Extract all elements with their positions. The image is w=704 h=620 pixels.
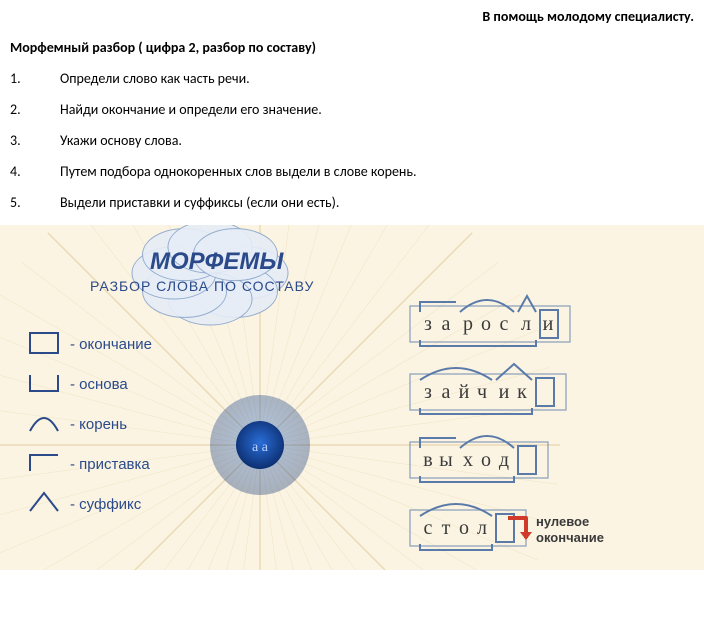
step-number: 2.: [10, 101, 60, 118]
example-letter: в: [423, 449, 434, 471]
legend: - окончание - основа - корень - приставка - …: [30, 333, 152, 513]
example-letter: й: [459, 381, 472, 403]
infographic-title: МОРФЕМЫ: [150, 248, 284, 275]
zero-ending-label2: окончание: [536, 530, 604, 545]
infographic-subtitle: РАЗБОР СЛОВА ПО СОСТАВУ: [90, 278, 314, 294]
stem-bracket: [420, 340, 536, 346]
page-subheader: Морфемный разбор ( цифра 2, разбор по со…: [10, 39, 694, 56]
list-item: 1. Определи слово как часть речи.: [10, 70, 694, 87]
example-letter: о: [481, 449, 493, 471]
page-header: В помощь молодому специалисту.: [10, 8, 694, 25]
example-letter: т: [442, 517, 453, 539]
list-item: 3. Укажи основу слова.: [10, 132, 694, 149]
legend-item: - приставка: [30, 455, 150, 473]
infographic: МОРФЕМЫ РАЗБОР СЛОВА ПО СОСТАВУ а а - ок…: [0, 225, 704, 570]
list-item: 5. Выдели приставки и суффиксы (если они…: [10, 194, 694, 211]
stem-bracket: [420, 544, 492, 550]
example-letter: ы: [439, 449, 454, 471]
zero-ending-label: нулевое: [536, 514, 589, 529]
example-letter: а: [442, 313, 453, 335]
legend-item: - корень: [30, 416, 127, 433]
legend-label: - основа: [70, 376, 128, 393]
example-letter: ч: [477, 381, 489, 403]
example-letter: з: [424, 313, 434, 335]
stem-bracket: [420, 476, 514, 482]
example-letter: р: [463, 313, 475, 335]
example-letter: з: [424, 381, 434, 403]
example-letter: к: [517, 381, 529, 403]
step-text: Укажи основу слова.: [60, 132, 694, 149]
legend-item: - основа: [30, 375, 128, 393]
example-letter: с: [424, 517, 435, 539]
list-item: 4. Путем подбора однокоренных слов выдел…: [10, 163, 694, 180]
legend-item: - окончание: [30, 333, 152, 353]
example-letter: д: [499, 449, 511, 471]
step-number: 4.: [10, 163, 60, 180]
example-letter: о: [481, 313, 493, 335]
legend-label: - окончание: [70, 336, 152, 353]
step-text: Путем подбора однокоренных слов выдели в…: [60, 163, 694, 180]
example-letter: а: [442, 381, 453, 403]
legend-label: - суффикс: [70, 496, 142, 513]
step-number: 5.: [10, 194, 60, 211]
example-letter: л: [477, 517, 489, 539]
center-letters: а а: [252, 440, 269, 455]
legend-label: - корень: [70, 416, 127, 433]
example-letter: л: [521, 313, 533, 335]
step-text: Выдели приставки и суффиксы (если они ес…: [60, 194, 694, 211]
infographic-svg: МОРФЕМЫ РАЗБОР СЛОВА ПО СОСТАВУ а а - ок…: [0, 225, 704, 570]
example-letter: и: [543, 313, 556, 335]
step-text: Найди окончание и определи его значение.: [60, 101, 694, 118]
example-letter: и: [499, 381, 512, 403]
flower-petals: [132, 225, 288, 325]
example-letter: х: [463, 449, 475, 471]
step-number: 3.: [10, 132, 60, 149]
example-letter: о: [459, 517, 471, 539]
stem-bracket: [420, 408, 532, 414]
legend-label: - приставка: [70, 456, 150, 473]
step-text: Определи слово как часть речи.: [60, 70, 694, 87]
examples: зарослизайчиквыходстолнулевоеокончание: [410, 296, 604, 550]
list-item: 2. Найди окончание и определи его значен…: [10, 101, 694, 118]
step-number: 1.: [10, 70, 60, 87]
steps-list: 1. Определи слово как часть речи. 2. Най…: [10, 70, 694, 211]
example-letter: с: [500, 313, 511, 335]
legend-item: - суффикс: [30, 493, 142, 513]
